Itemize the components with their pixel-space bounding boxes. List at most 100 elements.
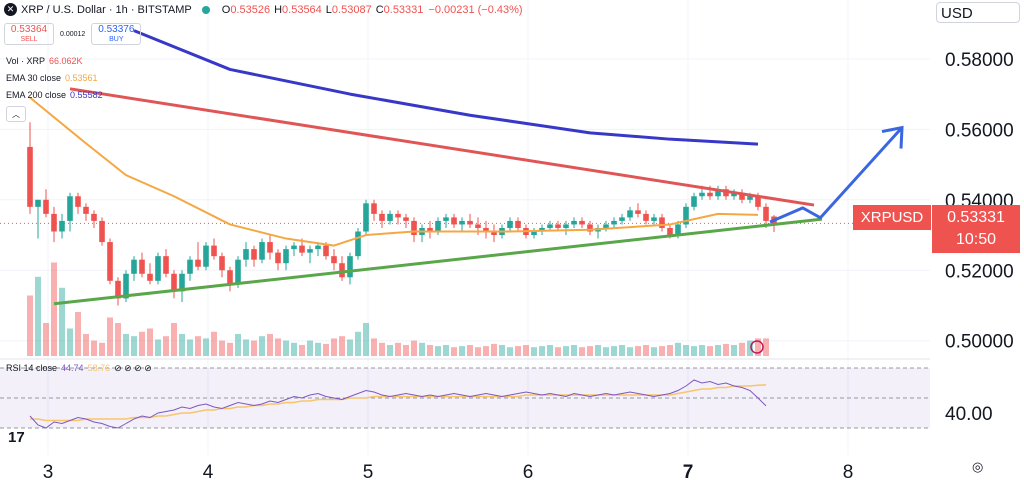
volume-bar (147, 328, 153, 356)
symbol-title[interactable]: XRP / U.S. Dollar · 1h · BITSTAMP (21, 3, 192, 16)
buy-button[interactable]: 0.53376 BUY (91, 23, 142, 45)
volume-bar (235, 334, 241, 356)
volume-bar (291, 342, 297, 356)
drawings (29, 87, 904, 354)
trade-panel: 0.53364 SELL 0.00012 0.53376 BUY (4, 23, 142, 45)
volume-bar (259, 336, 265, 356)
volume-bar (331, 338, 337, 356)
volume-bar (83, 334, 89, 356)
support-trendline (53, 217, 823, 306)
volume-bar (619, 345, 625, 356)
volume-bar (643, 345, 649, 356)
candle-body (115, 280, 121, 299)
settings-icon[interactable]: ◎ (972, 459, 984, 474)
volume-bar (579, 347, 585, 356)
collapse-legend-button[interactable]: ︿ (6, 106, 26, 122)
open-value: 0.53526 (230, 3, 271, 16)
volume-bar (691, 346, 697, 356)
volume-bar (499, 345, 505, 356)
last-price-tag: 0.53331 10:50 (932, 205, 1020, 253)
volume-bar (251, 340, 257, 356)
ema200-legend[interactable]: EMA 200 close 0.55582 (6, 90, 103, 100)
resistance-trendline (69, 87, 815, 207)
candle-body (211, 245, 217, 257)
volume-bar (539, 346, 545, 356)
volume-bar (267, 334, 273, 356)
candle-body (51, 213, 57, 232)
candle-body (667, 227, 673, 236)
volume-bar (107, 317, 113, 356)
candle-body (75, 196, 81, 207)
volume-bar (659, 346, 665, 356)
volume-bar (427, 345, 433, 356)
candle-body (443, 217, 449, 221)
candle-body (651, 217, 657, 221)
y-tick-label: 0.58000 (945, 50, 1014, 71)
volume-bar (155, 339, 161, 356)
volume-bar (67, 328, 73, 356)
volume-bar (443, 345, 449, 356)
candle-body (731, 192, 737, 197)
candle-body (195, 259, 201, 267)
volume-bar (403, 345, 409, 356)
candle-body (331, 256, 337, 264)
volume-bar (195, 336, 201, 356)
volume-bar (747, 340, 753, 356)
candle-body (43, 199, 49, 214)
volume-bar (379, 342, 385, 356)
rsi-tick-label: 40.00 (945, 404, 993, 425)
volume-bar (171, 323, 177, 356)
ema200-curve (133, 29, 759, 146)
sell-label: SELL (20, 36, 38, 43)
volume-bar (555, 347, 561, 356)
chevron-up-icon: ︿ (12, 109, 20, 119)
volume-bar (227, 342, 233, 356)
candle-body (371, 203, 377, 214)
volume-bar (395, 342, 401, 356)
candle-body (27, 146, 33, 207)
candle-body (387, 213, 393, 221)
candle-body (363, 203, 369, 232)
candle-body (603, 224, 609, 228)
sell-button[interactable]: 0.53364 SELL (4, 23, 54, 45)
bar-countdown: 10:50 (955, 231, 997, 248)
y-tick-label: 0.52000 (945, 261, 1014, 282)
volume-bar (371, 338, 377, 356)
volume-bar (203, 338, 209, 356)
close-icon[interactable]: ✕ (4, 3, 17, 16)
volume-bar (451, 347, 457, 356)
candle-body (251, 249, 257, 260)
candle-body (427, 227, 433, 232)
x-tick-label: 3 (43, 462, 54, 483)
visibility-icons[interactable]: ⊘ ⊘ ⊘ ⊘ (114, 363, 152, 373)
candle-body (323, 245, 329, 257)
candle-body (299, 245, 305, 253)
candle-body (539, 227, 545, 232)
volume-bar (347, 339, 353, 356)
volume-bar (723, 343, 729, 356)
axes: 0.580000.560000.540000.520000.5000040.00… (43, 50, 1014, 483)
tradingview-logo-icon[interactable]: 17 (8, 429, 25, 446)
volume-bar (219, 340, 225, 356)
volume-bar (211, 331, 217, 356)
volume-bar (739, 342, 745, 356)
candle-body (35, 199, 41, 207)
rsi-legend[interactable]: RSI 14 close 44.74 58.76 ⊘ ⊘ ⊘ ⊘ (6, 363, 152, 374)
candle-body (619, 217, 625, 221)
ema30-legend[interactable]: EMA 30 close 0.53561 (6, 73, 98, 83)
candle-body (411, 220, 417, 236)
ema30-curve (29, 96, 759, 247)
volume-bar (587, 346, 593, 356)
volume-bar (699, 345, 705, 356)
volume-bar (411, 340, 417, 356)
volume-bar (491, 343, 497, 356)
volume-bar (667, 345, 673, 356)
candle-body (507, 220, 513, 228)
y-tick-label: 0.50000 (945, 332, 1014, 353)
currency-select[interactable]: USD (936, 2, 1020, 23)
candle-body (155, 256, 161, 281)
vol-legend[interactable]: Vol · XRP 66.062K (6, 56, 83, 66)
candle-body (475, 224, 481, 228)
candle-body (715, 189, 721, 197)
